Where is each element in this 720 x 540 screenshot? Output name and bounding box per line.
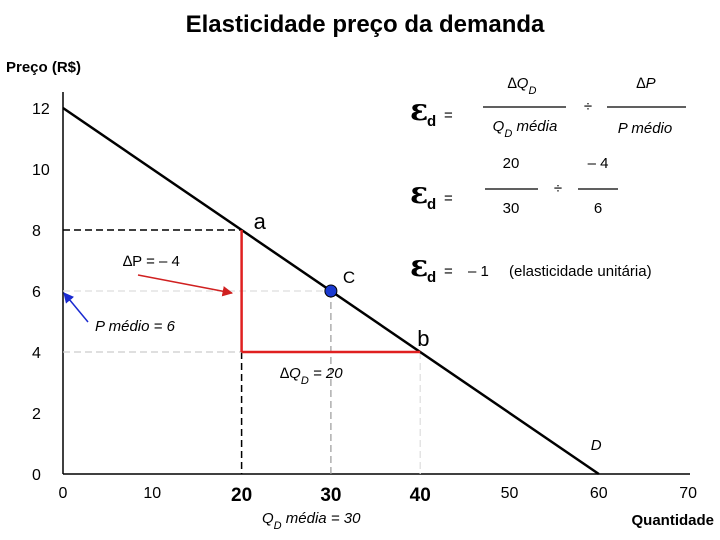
y-tick-label: 4 [32,345,41,362]
series-label-d: D [591,437,602,454]
x-tick-label: 10 [143,485,161,502]
formula-num-delta-p: ∆P [636,75,655,92]
formula-row-1: ε d = ∆QD QD média ÷ ∆P P médio [410,75,686,140]
equals-sign: = [444,107,453,124]
formula-row-2: ε d = 20 30 ÷ – 4 6 [410,155,618,217]
delta-p-annotation: ∆P = – 4 [123,253,180,270]
x-tick-label: 60 [590,485,608,502]
y-tick-label: 12 [32,101,50,118]
formula-den-q-media: QD média [493,118,558,140]
formula-num-delta-q: ∆QD [508,75,537,97]
elasticity-note: (elasticidade unitária) [509,263,652,280]
epsilon-subscript: d [427,113,436,130]
elasticity-value: – 1 [468,263,489,280]
formula-row-3: ε d = – 1 (elasticidade unitária) [410,249,652,286]
x-tick-label: 40 [410,485,431,506]
chart-title: Elasticidade preço da demanda [186,11,545,38]
epsilon-symbol: ε [410,249,428,284]
x-axis-label: Quantidade [631,512,714,529]
equals-sign: = [444,263,453,280]
x-tick-label: 70 [679,485,697,502]
y-tick-label: 8 [32,223,41,240]
point-label-c: C [343,268,355,287]
divide-sign: ÷ [584,98,592,115]
x-tick-label: 50 [501,485,519,502]
formula-num-minus-4: – 4 [588,155,609,172]
formula-den-6: 6 [594,200,602,217]
epsilon-symbol: ε [410,93,428,128]
epsilon-subscript: d [427,269,436,286]
y-tick-label: 0 [32,467,41,484]
equals-sign: = [444,190,453,207]
y-tick-label: 2 [32,406,41,423]
divide-sign: ÷ [554,180,562,197]
p-medio-arrow [63,292,89,323]
y-tick-label: 10 [32,162,50,179]
point-c-marker [324,284,338,298]
x-tick-label: 20 [231,485,252,506]
delta-q-annotation: ∆QD = 20 [280,365,343,387]
epsilon-symbol: ε [410,176,428,211]
formula-num-20: 20 [503,155,520,172]
p-medio-annotation: P médio = 6 [95,318,176,335]
point-label-a: a [254,209,267,234]
epsilon-subscript: d [427,196,436,213]
x-tick-label: 30 [320,485,341,506]
point-label-b: b [417,326,429,351]
q-media-annotation: QD média = 30 [262,510,361,532]
formula-den-p-medio: P médio [618,120,672,137]
y-axis-label: Preço (R$) [6,59,81,76]
formula-den-30: 30 [503,200,520,217]
x-tick-label: 0 [59,485,68,502]
y-tick-label: 6 [32,284,41,301]
delta-p-arrow [137,274,234,297]
